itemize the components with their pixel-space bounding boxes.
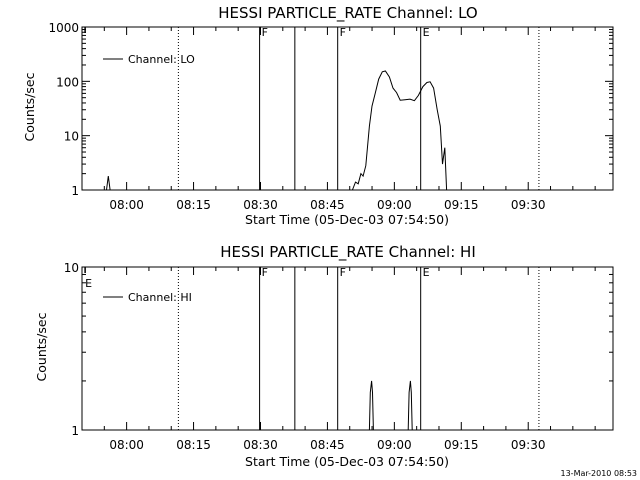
hi-x-tick-label: 09:30 (511, 438, 546, 452)
lo-event-flag: F (262, 26, 268, 39)
hi-event-flag: F (340, 266, 346, 279)
hi-x-tick-label: 08:45 (310, 438, 345, 452)
lo-x-tick-label: 08:45 (310, 198, 345, 212)
hi-x-tick-label: 09:15 (444, 438, 479, 452)
lo-y-tick-label: 1 (71, 184, 79, 198)
lo-channel-panel: HESSI PARTICLE_RATE Channel: LO Start Ti… (22, 4, 614, 227)
lo-y-tick-label: 100 (56, 75, 79, 89)
lo-data-line (106, 70, 448, 191)
hi-legend-label: Channel: HI (128, 291, 192, 304)
lo-x-tick-label: 09:15 (444, 198, 479, 212)
hi-y-tick-label: 1 (71, 424, 79, 438)
hi-corner-flag: E (85, 277, 92, 290)
lo-x-tick-label: 09:30 (511, 198, 546, 212)
lo-y-tick-label: 10 (64, 130, 79, 144)
lo-y-axis-label: Counts/sec (22, 72, 37, 141)
hi-x-tick-label: 08:00 (109, 438, 144, 452)
lo-legend-label: Channel: LO (128, 53, 195, 66)
hi-y-tick-label: 10 (64, 261, 79, 275)
hi-data-line (368, 380, 413, 431)
hi-channel-panel: HESSI PARTICLE_RATE Channel: HI Start Ti… (34, 243, 614, 469)
lo-chart-title: HESSI PARTICLE_RATE Channel: LO (218, 4, 477, 23)
lo-x-tick-label: 08:30 (243, 198, 278, 212)
hi-x-tick-label: 08:30 (243, 438, 278, 452)
generated-timestamp: 13-Mar-2010 08:53 (561, 469, 638, 478)
hi-plot-frame (81, 266, 614, 431)
hi-x-tick-label: 08:15 (176, 438, 211, 452)
hi-x-axis-label: Start Time (05-Dec-03 07:54:50) (245, 454, 449, 469)
hi-event-flag: F (262, 266, 268, 279)
lo-event-flag: F (340, 26, 346, 39)
hi-chart-title: HESSI PARTICLE_RATE Channel: HI (220, 243, 476, 262)
lo-x-tick-label: 09:00 (377, 198, 412, 212)
lo-x-axis-label: Start Time (05-Dec-03 07:54:50) (245, 212, 449, 227)
hi-x-tick-label: 09:00 (377, 438, 412, 452)
lo-x-tick-label: 08:00 (109, 198, 144, 212)
hi-y-axis-label: Counts/sec (34, 312, 49, 381)
lo-event-flag: E (423, 26, 430, 39)
lo-x-tick-label: 08:15 (176, 198, 211, 212)
lo-y-tick-label: 1000 (48, 21, 79, 35)
hi-event-flag: E (423, 266, 430, 279)
